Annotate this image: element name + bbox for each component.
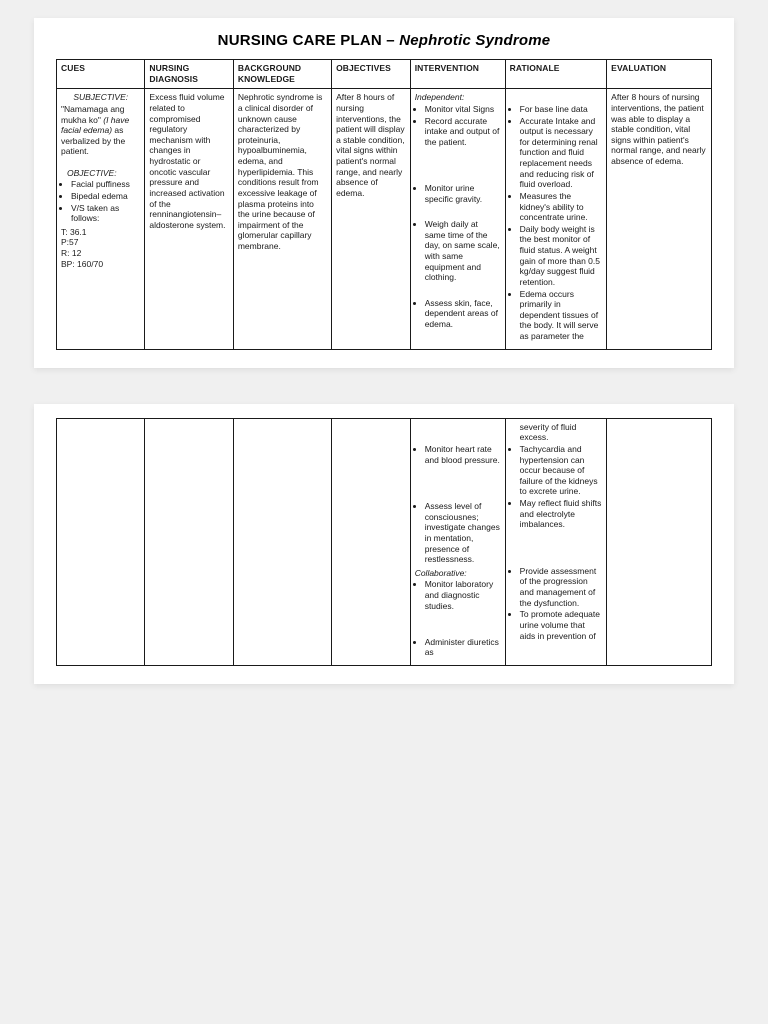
list-item: Measures the kidney's ability to concent… (520, 191, 603, 223)
independent-list-c: Weigh daily at same time of the day, on … (415, 219, 501, 283)
list-item: For base line data (520, 104, 603, 115)
cell-background-cont (233, 418, 331, 665)
care-plan-table-cont: Monitor heart rate and blood pressure. A… (56, 418, 712, 666)
care-plan-table: CUES NURSING DIAGNOSIS BACKGROUND KNOWLE… (56, 59, 712, 350)
independent-list-b: Monitor urine specific gravity. (415, 183, 501, 204)
collab-list-b: Administer diuretics as (415, 637, 501, 658)
table-row: SUBJECTIVE: "Namamaga ang mukha ko" (I h… (57, 89, 712, 349)
list-item: Monitor laboratory and diagnostic studie… (425, 579, 501, 611)
collaborative-label: Collaborative: (415, 568, 501, 579)
vs-bp: BP: 160/70 (61, 259, 140, 270)
table-header-row: CUES NURSING DIAGNOSIS BACKGROUND KNOWLE… (57, 60, 712, 89)
list-item: May reflect fluid shifts and electrolyte… (520, 498, 603, 530)
th-diagnosis: NURSING DIAGNOSIS (145, 60, 233, 89)
th-rationale: RATIONALE (505, 60, 607, 89)
list-item: Monitor vital Signs (425, 104, 501, 115)
cell-objectives-cont (332, 418, 411, 665)
cell-cues-cont (57, 418, 145, 665)
page-title: NURSING CARE PLAN – Nephrotic Syndrome (56, 32, 712, 49)
independent-label: Independent: (415, 92, 501, 103)
independent-list-a: Monitor vital Signs Record accurate inta… (415, 104, 501, 148)
list-item: Daily body weight is the best monitor of… (520, 224, 603, 288)
title-prefix: NURSING CARE PLAN – (218, 32, 400, 49)
rationale-lead: severity of fluid excess. (510, 422, 603, 443)
th-cues: CUES (57, 60, 145, 89)
list-item: Monitor urine specific gravity. (425, 183, 501, 204)
rationale-list: For base line data Accurate Intake and o… (510, 104, 603, 342)
list-item: Weigh daily at same time of the day, on … (425, 219, 501, 283)
cell-cues: SUBJECTIVE: "Namamaga ang mukha ko" (I h… (57, 89, 145, 349)
list-item: Bipedal edema (71, 191, 140, 202)
cell-diagnosis-cont (145, 418, 233, 665)
vs-r: R: 12 (61, 248, 140, 259)
list-item: Assess level of consciousnes; investigat… (425, 501, 501, 565)
list-item: Record accurate intake and output of the… (425, 116, 501, 148)
independent-list-p2a: Monitor heart rate and blood pressure. (415, 444, 501, 465)
title-suffix: Nephrotic Syndrome (399, 32, 550, 49)
cell-intervention-cont: Monitor heart rate and blood pressure. A… (410, 418, 505, 665)
care-plan-page-1: NURSING CARE PLAN – Nephrotic Syndrome C… (34, 18, 734, 368)
vs-p: P:57 (61, 237, 140, 248)
cell-rationale: For base line data Accurate Intake and o… (505, 89, 607, 349)
objective-label: OBJECTIVE: (61, 168, 140, 179)
list-item: Assess skin, face, dependent areas of ed… (425, 298, 501, 330)
list-item: V/S taken as follows: (71, 203, 140, 224)
list-item: Administer diuretics as (425, 637, 501, 658)
independent-list-d: Assess skin, face, dependent areas of ed… (415, 298, 501, 330)
list-item: Tachycardia and hypertension can occur b… (520, 444, 603, 497)
cell-intervention: Independent: Monitor vital Signs Record … (410, 89, 505, 349)
list-item: Facial puffiness (71, 179, 140, 190)
rationale-list-p2a: Tachycardia and hypertension can occur b… (510, 444, 603, 530)
list-item: Monitor heart rate and blood pressure. (425, 444, 501, 465)
vs-t: T: 36.1 (61, 227, 140, 238)
list-item: Provide assessment of the progression an… (520, 566, 603, 609)
rationale-list-p2b: Provide assessment of the progression an… (510, 566, 603, 641)
list-item: Edema occurs primarily in dependent tiss… (520, 289, 603, 342)
cell-rationale-cont: severity of fluid excess. Tachycardia an… (505, 418, 607, 665)
th-evaluation: EVALUATION (607, 60, 712, 89)
cell-diagnosis: Excess fluid volume related to compromis… (145, 89, 233, 349)
list-item: To promote adequate urine volume that ai… (520, 609, 603, 641)
table-row: Monitor heart rate and blood pressure. A… (57, 418, 712, 665)
th-objectives: OBJECTIVES (332, 60, 411, 89)
th-background: BACKGROUND KNOWLEDGE (233, 60, 331, 89)
cell-background: Nephrotic syndrome is a clinical disorde… (233, 89, 331, 349)
subjective-label: SUBJECTIVE: (61, 92, 140, 103)
cell-evaluation: After 8 hours of nursing interventions, … (607, 89, 712, 349)
independent-list-p2b: Assess level of consciousnes; investigat… (415, 501, 501, 565)
objective-list: Facial puffiness Bipedal edema V/S taken… (61, 179, 140, 224)
th-intervention: INTERVENTION (410, 60, 505, 89)
collab-list-a: Monitor laboratory and diagnostic studie… (415, 579, 501, 611)
care-plan-page-2: Monitor heart rate and blood pressure. A… (34, 404, 734, 684)
cell-evaluation-cont (607, 418, 712, 665)
list-item: Accurate Intake and output is necessary … (520, 116, 603, 190)
cell-objectives: After 8 hours of nursing interventions, … (332, 89, 411, 349)
